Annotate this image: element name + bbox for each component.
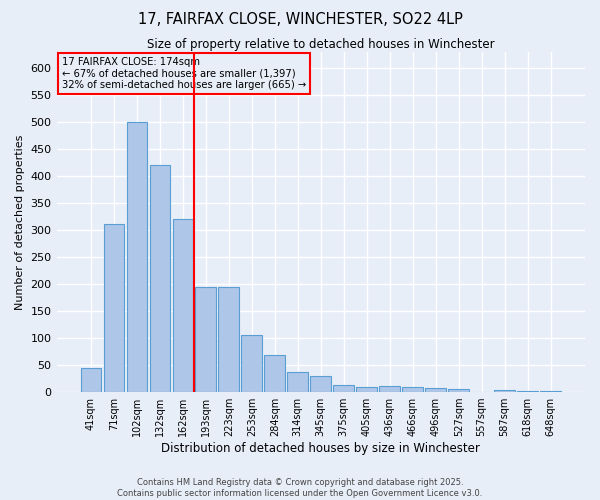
Bar	[173, 219, 193, 392]
Bar	[517, 391, 538, 392]
Bar	[287, 372, 308, 392]
Bar	[334, 385, 354, 392]
Y-axis label: Number of detached properties: Number of detached properties	[15, 134, 25, 310]
Bar	[127, 122, 147, 392]
Bar	[149, 165, 170, 392]
Bar	[218, 288, 239, 392]
Bar	[494, 390, 515, 392]
X-axis label: Distribution of detached houses by size in Winchester: Distribution of detached houses by size …	[161, 442, 480, 455]
Bar	[310, 376, 331, 392]
Text: Contains HM Land Registry data © Crown copyright and database right 2025.
Contai: Contains HM Land Registry data © Crown c…	[118, 478, 482, 498]
Bar	[241, 336, 262, 392]
Bar	[104, 224, 124, 392]
Text: 17 FAIRFAX CLOSE: 174sqm
← 67% of detached houses are smaller (1,397)
32% of sem: 17 FAIRFAX CLOSE: 174sqm ← 67% of detach…	[62, 57, 306, 90]
Bar	[196, 288, 216, 392]
Bar	[540, 391, 561, 392]
Bar	[448, 390, 469, 392]
Text: 17, FAIRFAX CLOSE, WINCHESTER, SO22 4LP: 17, FAIRFAX CLOSE, WINCHESTER, SO22 4LP	[137, 12, 463, 28]
Bar	[379, 386, 400, 392]
Bar	[403, 386, 423, 392]
Title: Size of property relative to detached houses in Winchester: Size of property relative to detached ho…	[147, 38, 494, 51]
Bar	[80, 368, 101, 392]
Bar	[356, 386, 377, 392]
Bar	[265, 355, 285, 392]
Bar	[425, 388, 446, 392]
